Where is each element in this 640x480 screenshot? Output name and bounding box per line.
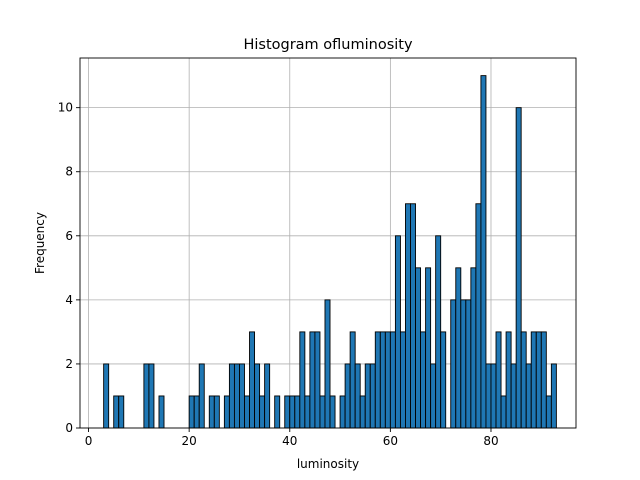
histogram-bar (198, 363, 205, 429)
histogram-bar (510, 363, 517, 429)
histogram-bar (430, 363, 437, 429)
histogram-bar (480, 75, 487, 429)
histogram-bar (118, 395, 125, 429)
histogram-bar (294, 395, 301, 429)
histogram-bar (540, 331, 547, 429)
histogram-bar (143, 363, 150, 429)
histogram-bar (158, 395, 165, 429)
histogram-bar (405, 203, 411, 429)
histogram-bar (188, 395, 195, 429)
x-tick-label: 0 (85, 434, 93, 448)
x-axis-ticks: 0 20 40 60 80 (85, 428, 499, 448)
x-axis-label: luminosity (297, 457, 359, 471)
histogram-bar (259, 395, 266, 429)
histogram-bar (500, 395, 507, 429)
histogram-bar (490, 363, 497, 429)
histogram-bar (399, 331, 406, 429)
histogram-bar (148, 363, 155, 429)
histogram-bar (470, 267, 477, 429)
x-tick-label: 20 (182, 434, 197, 448)
histogram-bar (289, 395, 296, 429)
histogram-bar (314, 331, 321, 429)
histogram-bar (505, 331, 512, 429)
histogram-bar (193, 395, 200, 429)
x-tick-label: 80 (483, 434, 498, 448)
histogram-bar (450, 299, 457, 429)
histogram-bar (435, 235, 442, 429)
histogram-bar (249, 331, 256, 429)
histogram-bar (213, 395, 220, 429)
histogram-bar (254, 363, 261, 429)
histogram-bar (374, 331, 381, 429)
x-tick-label: 40 (282, 434, 297, 448)
histogram-bar (530, 331, 537, 429)
histogram-bar (394, 235, 401, 429)
histogram-bar (545, 395, 552, 429)
y-tick-label: 4 (65, 293, 73, 307)
histogram-bar (103, 363, 110, 429)
histogram-bar (495, 331, 502, 429)
histogram-bar (324, 299, 331, 429)
histogram-bar (364, 363, 371, 429)
histogram-bar (379, 331, 386, 429)
histogram-bar (304, 395, 311, 429)
histogram-bar (455, 267, 462, 429)
chart-title: Histogram ofluminosity (243, 37, 413, 53)
x-tick-label: 60 (383, 434, 398, 448)
histogram-bar (389, 331, 396, 429)
histogram-bar (415, 267, 422, 429)
histogram-bar (113, 395, 120, 429)
histogram-bar (299, 331, 306, 429)
histogram-bar (344, 363, 351, 429)
histogram-bar (233, 363, 240, 429)
histogram-bar (264, 363, 271, 429)
histogram-bar (384, 331, 391, 429)
histogram-bar (274, 395, 281, 429)
histogram-bar (475, 203, 482, 429)
histogram-bar (410, 203, 416, 429)
histogram-bar (349, 331, 356, 429)
histogram-bar (550, 363, 557, 429)
y-tick-label: 0 (65, 421, 73, 435)
histogram-bar (535, 331, 542, 429)
histogram-bar (460, 299, 467, 429)
histogram-bar (465, 299, 472, 429)
histogram-bar (369, 363, 376, 429)
histogram-bar (309, 331, 316, 429)
histogram-bar (440, 331, 447, 429)
y-axis-ticks: 0 2 4 6 8 10 (58, 101, 80, 435)
histogram-bar (339, 395, 346, 429)
histogram-bar (354, 363, 361, 429)
histogram-bar (359, 395, 366, 429)
histogram-bar (244, 395, 250, 429)
histogram-bar (425, 267, 432, 429)
bar-layer (103, 75, 557, 429)
histogram-bar (319, 395, 326, 429)
histogram-bar (208, 395, 215, 429)
y-tick-label: 10 (58, 101, 73, 115)
y-tick-label: 2 (65, 357, 73, 371)
histogram-bar (420, 331, 427, 429)
histogram-bar (485, 363, 492, 429)
histogram-bar (228, 363, 235, 429)
histogram-bar (239, 363, 245, 429)
y-axis-label: Frequency (33, 212, 47, 274)
histogram-bar (223, 395, 230, 429)
histogram-bar (520, 331, 527, 429)
histogram-bar (329, 395, 336, 429)
plot-frame (79, 57, 577, 429)
histogram-bar (525, 363, 532, 429)
histogram-bar (284, 395, 291, 429)
y-tick-label: 6 (65, 229, 73, 243)
histogram-bar (515, 107, 522, 429)
y-tick-label: 8 (65, 165, 73, 179)
